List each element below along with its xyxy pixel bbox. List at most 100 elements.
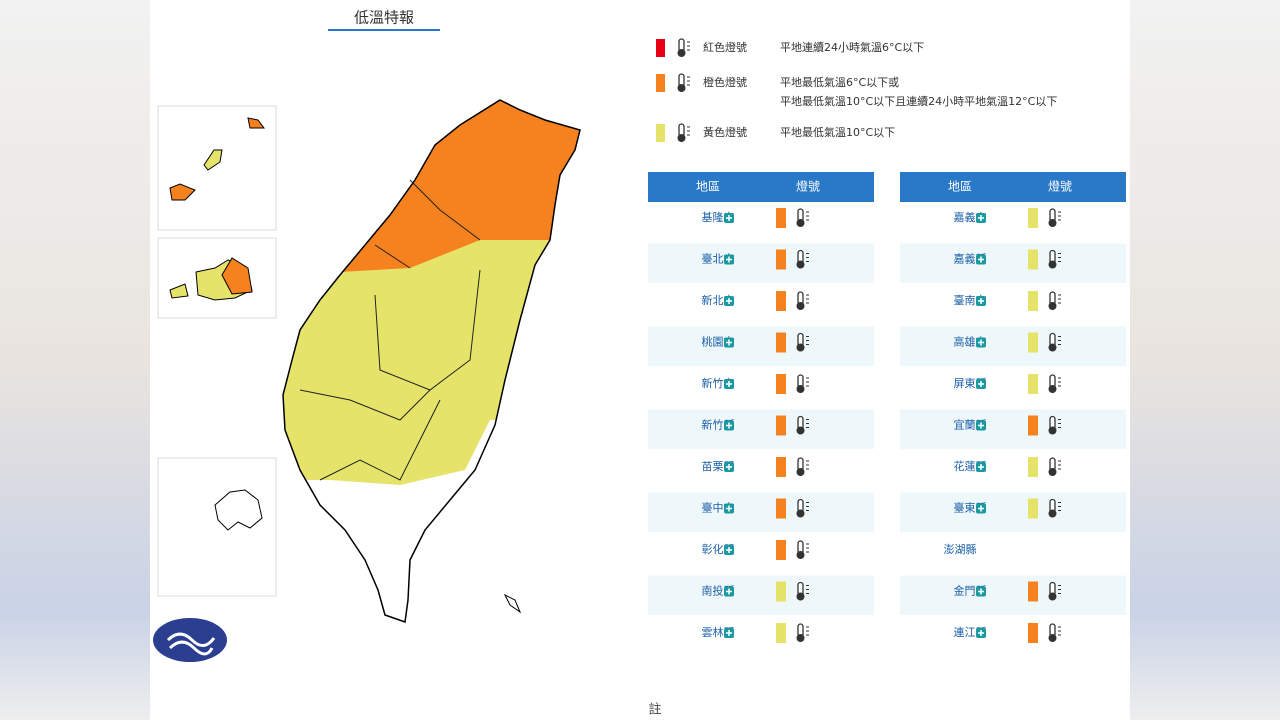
expand-icon (978, 588, 984, 595)
inset-box (157, 457, 277, 597)
expand-icon (726, 588, 732, 595)
expand-button[interactable] (724, 337, 734, 348)
island (503, 593, 522, 614)
expand-button[interactable] (976, 503, 986, 514)
table-header-cell: 燈號 (796, 179, 820, 194)
thermometer-icon (796, 426, 805, 435)
table-header-cell: 燈號 (1048, 179, 1072, 194)
thermometer-icon (796, 260, 805, 269)
thermometer-icon (806, 419, 809, 428)
thermometer-icon (1058, 585, 1061, 594)
expand-button[interactable] (724, 628, 734, 638)
thermometer-icon (1058, 460, 1061, 470)
table-row (900, 492, 1126, 532)
table-header (648, 172, 874, 202)
table-row (648, 326, 874, 366)
thermometer-icon (806, 585, 809, 594)
table-row (900, 326, 1126, 366)
table-header-cell: 地區 (696, 180, 720, 194)
thermometer-icon (796, 468, 805, 476)
legend-swatch (656, 74, 665, 92)
legend-swatch (656, 124, 665, 142)
table-row (900, 202, 1126, 242)
inset-island (221, 257, 253, 295)
expand-button[interactable] (724, 503, 734, 514)
expand-button[interactable] (724, 420, 734, 431)
thermometer-icon (796, 509, 805, 518)
signal-bar (1028, 415, 1038, 436)
expand-button[interactable] (976, 628, 986, 638)
expand-button[interactable] (724, 296, 734, 306)
expand-button[interactable] (976, 213, 986, 223)
thermometer-icon (1058, 336, 1061, 345)
signal-bar (1028, 581, 1038, 602)
expand-button[interactable] (724, 462, 734, 472)
thermometer-icon (1058, 377, 1061, 387)
legend-label: 紅色燈號 (703, 40, 747, 54)
expand-icon (726, 464, 732, 470)
thermometer-icon (806, 294, 809, 304)
thermometer-icon (677, 134, 686, 142)
signal-bar (776, 498, 786, 519)
table-row (900, 368, 1126, 408)
signal-bar (776, 291, 786, 311)
thermometer-icon (796, 551, 805, 559)
tables: 地區 燈號基隆市臺北市新北市桃園市新竹市新竹縣苗栗縣臺中市彰化縣南投縣雲林縣地區燈… (648, 172, 1126, 657)
signal-bar (1028, 208, 1038, 228)
legend-swatch (656, 39, 665, 57)
table-row (648, 617, 874, 657)
inset-island (169, 183, 196, 201)
thermometer-icon (1058, 294, 1061, 304)
expand-icon (978, 630, 984, 636)
thermometer-icon (687, 76, 690, 86)
expand-button[interactable] (724, 545, 734, 555)
expand-button[interactable] (976, 586, 986, 597)
expand-button[interactable] (976, 337, 986, 348)
expand-button[interactable] (724, 213, 734, 223)
expand-button[interactable] (724, 586, 734, 597)
thermometer-icon (806, 626, 809, 636)
thermometer-icon (806, 211, 809, 221)
thermometer-icon (1048, 426, 1057, 435)
thermometer-icon (687, 41, 690, 51)
legend-description: 平地最低氣溫10°C以下 (780, 125, 895, 139)
county-borders (299, 179, 481, 481)
expand-icon (978, 464, 984, 470)
legend-description: 平地最低氣溫6°C以下或 (780, 75, 899, 89)
signal-bar (1028, 623, 1038, 643)
signal-bar (776, 249, 786, 270)
thermometer-icon (1048, 343, 1057, 352)
expand-icon (726, 339, 732, 346)
table-row (900, 243, 1126, 283)
thermometer-icon (806, 502, 809, 511)
table-row (648, 202, 874, 242)
inset-island (247, 117, 265, 129)
taiwan-outline (282, 99, 581, 624)
thermometer-icon (1048, 634, 1057, 642)
expand-button[interactable] (724, 379, 734, 389)
signal-bar (1028, 291, 1038, 311)
expand-button[interactable] (976, 462, 986, 472)
table-row (648, 492, 874, 532)
thermometer-icon (806, 377, 809, 387)
expand-icon (726, 422, 732, 429)
expand-button[interactable] (724, 254, 734, 265)
thermometer-icon (1058, 419, 1061, 428)
page-title: 低溫特報 (354, 9, 414, 27)
table-header-cell: 地區 (948, 180, 972, 194)
expand-button[interactable] (976, 379, 986, 389)
thermometer-icon (806, 543, 809, 553)
legend-label: 橙色燈號 (703, 75, 747, 89)
expand-button[interactable] (976, 420, 986, 431)
footer-note: 註 (648, 703, 661, 718)
thermometer-icon (806, 460, 809, 470)
inset-island (169, 283, 189, 299)
table-row (648, 409, 874, 449)
expand-button[interactable] (976, 296, 986, 306)
table-row (900, 451, 1126, 491)
expand-button[interactable] (976, 254, 986, 265)
thermometer-icon (1058, 502, 1061, 511)
signal-bar (1028, 374, 1038, 394)
